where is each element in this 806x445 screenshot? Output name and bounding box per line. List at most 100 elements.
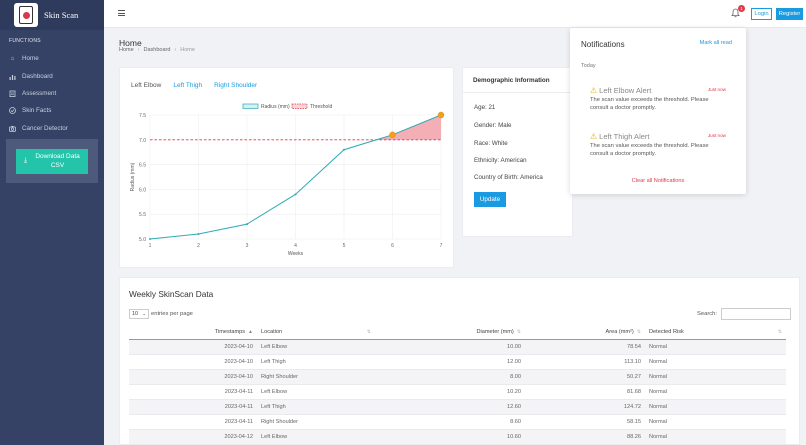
- cell-timestamp: 2023-04-11: [129, 384, 257, 400]
- column-header-diameter[interactable]: Diameter (mm) ⇅: [375, 325, 525, 340]
- notification-title: Left Elbow Alert: [599, 86, 652, 95]
- highlighted-data-point: [437, 111, 445, 119]
- cell-risk: Normal: [645, 399, 786, 415]
- cell-timestamp: 2023-04-10: [129, 339, 257, 355]
- download-csv-label: Download Data CSV: [35, 153, 80, 169]
- mark-all-read-link[interactable]: Mark all read: [699, 40, 732, 46]
- cell-timestamp: 2023-04-12: [129, 429, 257, 445]
- table-row: 2023-04-10 Left Elbow 10.00 78.54 Normal: [129, 339, 786, 355]
- demo-age: Age: 21: [474, 104, 496, 111]
- warning-icon: ⚠: [590, 86, 598, 95]
- check-circle-icon: [9, 107, 16, 115]
- cell-area: 78.54: [525, 339, 645, 355]
- cell-diameter: 12.60: [375, 399, 525, 415]
- skinscan-table: Timestamps ▲ Location ⇅ Diameter (mm) ⇅ Are…: [129, 325, 786, 445]
- x-tick-label: 1: [149, 243, 152, 249]
- cell-location: Left Elbow: [257, 384, 375, 400]
- data-point: [149, 238, 151, 240]
- cell-risk: Normal: [645, 369, 786, 385]
- sidebar-item-label: Assessment: [22, 89, 57, 97]
- sidebar-item-skin-facts[interactable]: Skin Facts: [0, 102, 104, 119]
- menu-toggle-icon[interactable]: [118, 10, 125, 16]
- tab-left-elbow[interactable]: Left Elbow: [131, 82, 162, 89]
- search-input[interactable]: [720, 308, 791, 320]
- cell-diameter: 12.00: [375, 354, 525, 370]
- cell-location: Right Shoulder: [257, 369, 375, 385]
- table-header-row: Timestamps ▲ Location ⇅ Diameter (mm) ⇅ Are…: [129, 325, 786, 340]
- tab-right-shoulder[interactable]: Right Shoulder: [214, 82, 258, 89]
- cell-location: Left Elbow: [257, 339, 375, 355]
- breadcrumb-separator: ›: [137, 47, 140, 53]
- cell-diameter: 10.60: [375, 429, 525, 445]
- notification-item[interactable]: ⚠ Left Elbow Alert Just now The scan val…: [590, 86, 730, 112]
- notifications-section-label: Today: [581, 63, 596, 69]
- notification-message: The scan value exceeds the threshold. Pl…: [590, 143, 709, 157]
- y-tick-label: 6.5: [139, 163, 146, 169]
- download-csv-button[interactable]: ⤓ Download Data CSV: [16, 148, 88, 174]
- clear-all-notifications-link[interactable]: Clear all Notifications: [631, 178, 685, 184]
- notification-time: Just now: [707, 133, 726, 138]
- exceed-threshold-area: [376, 115, 441, 140]
- demo-gender: Gender: Male: [474, 122, 512, 129]
- register-button[interactable]: Register: [776, 8, 803, 20]
- y-tick-label: 7.5: [139, 113, 146, 119]
- entries-per-page-select[interactable]: 10 ⌄: [129, 309, 149, 319]
- data-point: [294, 193, 297, 196]
- table-row: 2023-04-12 Left Elbow 10.60 88.26 Normal: [129, 429, 786, 445]
- cell-timestamp: 2023-04-11: [129, 414, 257, 430]
- bell-icon[interactable]: [731, 8, 740, 18]
- table-row: 2023-04-11 Left Thigh 12.60 124.72 Norma…: [129, 399, 786, 415]
- demo-race: Race: White: [474, 140, 508, 147]
- table-row: 2023-04-11 Left Elbow 10.20 81.68 Normal: [129, 384, 786, 400]
- cell-area: 81.68: [525, 384, 645, 400]
- cell-location: Right Shoulder: [257, 414, 375, 430]
- cell-risk: Normal: [645, 429, 786, 445]
- app-logo: [14, 3, 38, 27]
- notification-item[interactable]: ⚠ Left Thigh Alert Just now The scan val…: [590, 132, 730, 158]
- sidebar-item-dashboard[interactable]: Dashboard: [0, 67, 104, 84]
- cell-timestamp: 2023-04-10: [129, 369, 257, 385]
- login-button[interactable]: Login: [751, 8, 772, 20]
- sort-icon: ⇅: [636, 328, 641, 335]
- sidebar-item-cancer-detector[interactable]: Cancer Detector: [0, 120, 104, 137]
- sidebar-item-label: Dashboard: [22, 72, 53, 80]
- cell-location: Left Thigh: [257, 399, 375, 415]
- cell-risk: Normal: [645, 384, 786, 400]
- table-row: 2023-04-10 Left Thigh 12.00 113.10 Norma…: [129, 354, 786, 370]
- cell-location: Left Thigh: [257, 354, 375, 370]
- breadcrumb-home[interactable]: Home: [119, 47, 134, 53]
- sidebar-item-assessment[interactable]: Assessment: [0, 85, 104, 102]
- column-header-timestamps[interactable]: Timestamps ▲: [129, 325, 257, 340]
- cell-area: 88.26: [525, 429, 645, 445]
- bar-chart-icon: [9, 73, 16, 80]
- y-axis-label: Radius (mm): [130, 162, 136, 191]
- update-button[interactable]: Update: [474, 192, 506, 207]
- x-tick-label: 2: [197, 243, 200, 249]
- data-point: [343, 148, 345, 151]
- table-row: 2023-04-11 Right Shoulder 8.60 58.15 Nor…: [129, 414, 786, 430]
- breadcrumb-dashboard[interactable]: Dashboard: [143, 47, 171, 53]
- y-tick-label: 6.0: [139, 187, 146, 193]
- breadcrumb-current: Home: [180, 47, 195, 53]
- cell-diameter: 8.60: [375, 414, 525, 430]
- highlighted-data-point: [389, 131, 396, 139]
- demo-country-of-birth: Country of Birth: America: [474, 174, 543, 181]
- column-header-location[interactable]: Location ⇅: [257, 325, 375, 340]
- column-header-detected-risk[interactable]: Detected Risk ⇅: [645, 325, 786, 340]
- y-tick-label: 7.0: [139, 138, 146, 144]
- notifications-title: Notifications: [581, 40, 625, 49]
- sort-icon: ⇅: [366, 328, 371, 335]
- entries-control: 10 ⌄ entries per page: [129, 309, 193, 319]
- sidebar-item-home[interactable]: ⌂ Home: [0, 50, 104, 67]
- tab-left-thigh[interactable]: Left Thigh: [173, 82, 203, 89]
- brand[interactable]: Skin Scan: [0, 0, 104, 30]
- demographic-title: Demographic Information: [473, 77, 550, 84]
- column-header-area[interactable]: Area (mm²) ⇅: [525, 325, 645, 340]
- notification-time: Just now: [707, 87, 726, 92]
- divider: [463, 92, 574, 93]
- cell-diameter: 10.20: [375, 384, 525, 400]
- demo-ethnicity: Ethnicity: American: [474, 157, 527, 164]
- x-tick-label: 7: [440, 243, 443, 249]
- cell-area: 113.10: [525, 354, 645, 370]
- cell-area: 50.27: [525, 369, 645, 385]
